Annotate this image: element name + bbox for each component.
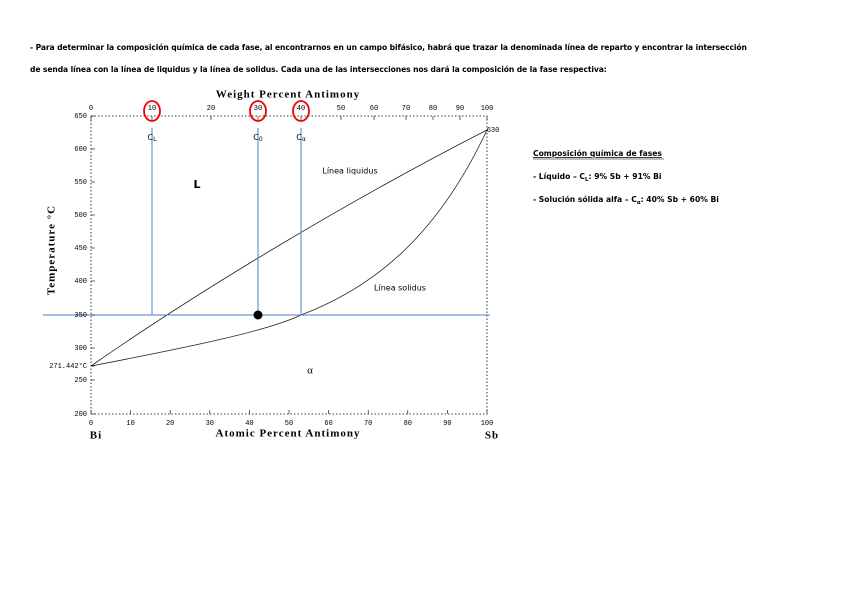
paragraph-line: de senda línea con la línea de liquidus … bbox=[30, 65, 607, 74]
item-suffix: : 40% Sb + 60% Bi bbox=[641, 195, 719, 204]
marker-base: C bbox=[148, 133, 154, 142]
y-tick-label: 550 bbox=[74, 179, 87, 187]
bottom-tick-label: 0 bbox=[89, 420, 93, 428]
bottom-tick-label: 40 bbox=[245, 420, 253, 428]
y-tick-label: 271.442°C bbox=[49, 362, 87, 371]
composition-marker: C0 bbox=[253, 133, 263, 143]
highlight-circle bbox=[249, 100, 267, 122]
left-end-label: Bi bbox=[90, 430, 102, 442]
bottom-axis-title: Atomic Percent Antimony bbox=[216, 428, 361, 440]
side-item: - Líquido – CL: 9% Sb + 91% Bi bbox=[533, 172, 662, 183]
side-heading: Composición química de fases bbox=[533, 149, 662, 158]
item-suffix: : 9% Sb + 91% Bi bbox=[589, 172, 662, 181]
y-tick-label: 300 bbox=[74, 345, 87, 353]
top-tick-label: 20 bbox=[207, 105, 215, 113]
item-prefix: - Líquido – C bbox=[533, 172, 585, 181]
highlight-circle bbox=[292, 100, 310, 122]
bottom-tick-label: 100 bbox=[481, 420, 494, 428]
highlight-circle bbox=[143, 100, 161, 122]
bottom-tick-label: 50 bbox=[285, 420, 293, 428]
plot-frame bbox=[90, 115, 488, 415]
curve-label: Línea solidus bbox=[374, 284, 426, 293]
item-sub: α bbox=[637, 200, 641, 206]
top-tick-label: 70 bbox=[402, 105, 410, 113]
region-label: α bbox=[307, 365, 313, 377]
right-end-label: Sb bbox=[485, 430, 499, 442]
marker-sub: 0 bbox=[259, 136, 263, 143]
top-axis-title: Weight Percent Antimony bbox=[216, 89, 360, 101]
marker-sub: α bbox=[302, 136, 306, 143]
item-prefix: - Solución sólida alfa – C bbox=[533, 195, 637, 204]
liquidus-curve bbox=[90, 129, 488, 367]
side-item: - Solución sólida alfa – Cα: 40% Sb + 60… bbox=[533, 195, 719, 206]
y-tick-label: 200 bbox=[74, 411, 87, 419]
curve-label: Línea liquidus bbox=[322, 167, 377, 176]
top-tick-label: 30 bbox=[254, 105, 262, 113]
y-tick-label: 650 bbox=[74, 113, 87, 121]
top-tick-label: 50 bbox=[337, 105, 345, 113]
composition-marker: Cα bbox=[296, 133, 306, 143]
bottom-tick-label: 70 bbox=[364, 420, 372, 428]
bottom-tick-label: 90 bbox=[443, 420, 451, 428]
y-tick-label: 400 bbox=[74, 278, 87, 286]
top-tick-label: 10 bbox=[148, 105, 156, 113]
top-tick-label: 100 bbox=[481, 105, 494, 113]
y-tick-label: 600 bbox=[74, 146, 87, 154]
y-tick-label: 500 bbox=[74, 212, 87, 220]
right-label: 630 bbox=[487, 127, 500, 135]
marker-sub: L bbox=[153, 136, 157, 143]
composition-point bbox=[253, 310, 263, 320]
top-tick-label: 0 bbox=[89, 105, 93, 113]
marker-base: C bbox=[296, 133, 302, 142]
bottom-tick-label: 60 bbox=[324, 420, 332, 428]
top-tick-label: 40 bbox=[297, 105, 305, 113]
top-tick-label: 60 bbox=[370, 105, 378, 113]
y-tick-label: 450 bbox=[74, 245, 87, 253]
paragraph-line: - Para determinar la composición química… bbox=[30, 43, 747, 52]
item-sub: L bbox=[585, 177, 589, 183]
top-tick-label: 90 bbox=[456, 105, 464, 113]
y-tick-label: 250 bbox=[74, 377, 87, 385]
bottom-tick-label: 20 bbox=[166, 420, 174, 428]
region-label: L bbox=[193, 178, 200, 191]
bottom-tick-label: 30 bbox=[206, 420, 214, 428]
y-axis-title: Temperature °C bbox=[46, 205, 58, 295]
bottom-tick-label: 80 bbox=[404, 420, 412, 428]
figure-bg bbox=[43, 88, 500, 444]
composition-marker: CL bbox=[148, 133, 158, 143]
top-tick-label: 80 bbox=[429, 105, 437, 113]
y-tick-label: 350 bbox=[74, 312, 87, 320]
marker-base: C bbox=[253, 133, 259, 142]
bottom-tick-label: 10 bbox=[126, 420, 134, 428]
